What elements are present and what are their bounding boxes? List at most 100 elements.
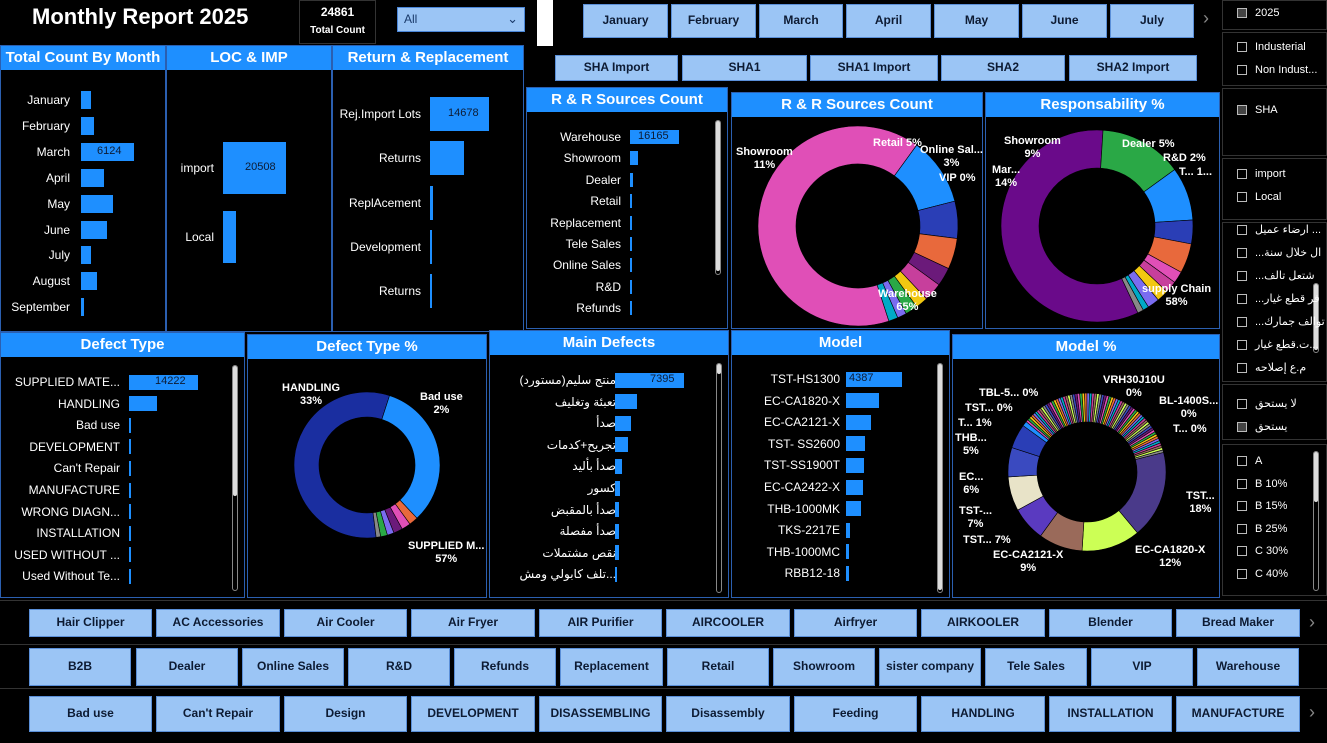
slicer-item[interactable]: ...توالف جمارك [1237,315,1325,328]
bar[interactable] [129,525,131,541]
scrollbar[interactable] [232,365,238,591]
bar[interactable] [129,460,131,476]
bar[interactable] [615,480,620,496]
bar[interactable] [430,97,489,131]
slicer-item[interactable]: B 15% [1237,500,1287,512]
bar[interactable] [81,142,134,161]
bar[interactable] [615,545,619,561]
checkbox-icon[interactable] [1237,478,1247,489]
bar[interactable] [846,565,849,581]
bar[interactable] [129,439,131,455]
slicer-item[interactable]: C 40% [1237,568,1288,580]
checkbox-icon[interactable] [1237,501,1247,512]
checkbox-icon[interactable] [1237,456,1247,466]
chevron-right-icon[interactable]: › [1309,612,1315,632]
checkbox-icon[interactable] [1237,192,1247,202]
bar[interactable] [430,274,432,309]
bar[interactable] [615,566,618,582]
channels-button[interactable]: R&D [348,648,450,686]
bar[interactable] [630,130,679,144]
slicer-item[interactable]: B 25% [1237,523,1287,535]
months-button[interactable]: January [583,4,668,38]
bar[interactable] [630,301,632,316]
bar[interactable] [223,142,287,194]
bar[interactable] [846,414,872,430]
defect_buttons-button[interactable]: Disassembly [666,696,790,732]
bar[interactable] [846,522,851,538]
checkbox-icon[interactable] [1237,224,1247,235]
donut-slice[interactable] [1000,129,1139,323]
checkbox-icon[interactable] [1237,546,1247,557]
checkbox-icon[interactable] [1237,421,1247,432]
channels-button[interactable]: sister company [879,648,981,686]
checkbox-icon[interactable] [1237,247,1247,258]
slicer-item[interactable]: يستحق [1237,420,1287,433]
products-button[interactable]: Air Fryer [411,609,535,637]
donut-slice[interactable] [293,391,390,539]
checkbox-icon[interactable] [1237,65,1247,75]
bar[interactable] [615,372,685,388]
bar[interactable] [630,151,638,166]
bar[interactable] [81,298,85,317]
channels-button[interactable]: VIP [1091,648,1193,686]
bar[interactable] [129,396,157,412]
bar[interactable] [129,374,198,390]
products-button[interactable]: Hair Clipper [29,609,152,637]
bar[interactable] [630,258,632,273]
bar[interactable] [81,168,104,187]
checkbox-icon[interactable] [1237,523,1247,534]
channels-button[interactable]: Refunds [454,648,556,686]
checkbox-icon[interactable] [1237,105,1247,115]
products-button[interactable]: Blender [1049,609,1172,637]
bar[interactable] [81,194,114,213]
products-button[interactable]: Bread Maker [1176,609,1300,637]
scrollbar[interactable] [1313,451,1319,591]
bar[interactable] [129,504,131,520]
checkbox-icon[interactable] [1237,569,1247,579]
products-button[interactable]: AC Accessories [156,609,280,637]
checkbox-icon[interactable] [1237,339,1247,350]
import_buttons-button[interactable]: SHA1 Import [810,55,938,81]
checkbox-icon[interactable] [1237,42,1247,52]
slicer-item[interactable]: Local [1237,191,1281,203]
slicer-item[interactable]: ...شتعل تالف [1237,269,1315,282]
bar[interactable] [430,141,464,176]
products-button[interactable]: Airfryer [794,609,917,637]
bar[interactable] [615,458,622,474]
products-button[interactable]: Air Cooler [284,609,407,637]
checkbox-icon[interactable] [1237,398,1247,409]
donut-slice[interactable] [372,511,382,538]
slicer-item[interactable]: Industerial [1237,41,1306,53]
bar[interactable] [129,482,131,498]
bar[interactable] [81,220,108,239]
products-button[interactable]: AIRKOOLER [921,609,1045,637]
donut-slice[interactable] [1134,449,1164,460]
slicer-item[interactable]: ت.قطع غيار... [1237,338,1319,351]
bar[interactable] [615,502,620,518]
bar[interactable] [129,547,131,563]
months-button[interactable]: May [934,4,1019,38]
filter-dropdown[interactable]: All ⌄ [397,7,525,32]
channels-button[interactable]: Online Sales [242,648,344,686]
defect_buttons-button[interactable]: INSTALLATION [1049,696,1172,732]
bar[interactable] [430,185,434,220]
bar[interactable] [81,246,91,265]
months-button[interactable]: March [759,4,843,38]
slicer-item[interactable]: ...فر قطع غيار [1237,292,1319,305]
bar[interactable] [615,523,620,539]
bar[interactable] [615,437,629,453]
checkbox-icon[interactable] [1237,316,1247,327]
defect_buttons-button[interactable]: HANDLING [921,696,1045,732]
slicer-item[interactable]: لا يستحق [1237,397,1297,410]
channels-button[interactable]: Warehouse [1197,648,1299,686]
donut-slice[interactable] [757,125,918,327]
defect_buttons-button[interactable]: Feeding [794,696,917,732]
bar[interactable] [129,417,132,433]
checkbox-icon[interactable] [1237,8,1247,18]
defect_buttons-button[interactable]: DEVELOPMENT [411,696,535,732]
bar[interactable] [630,237,632,251]
bar[interactable] [81,116,94,135]
bar[interactable] [430,229,432,264]
chevron-right-icon[interactable]: › [1309,702,1315,722]
channels-button[interactable]: Tele Sales [985,648,1087,686]
